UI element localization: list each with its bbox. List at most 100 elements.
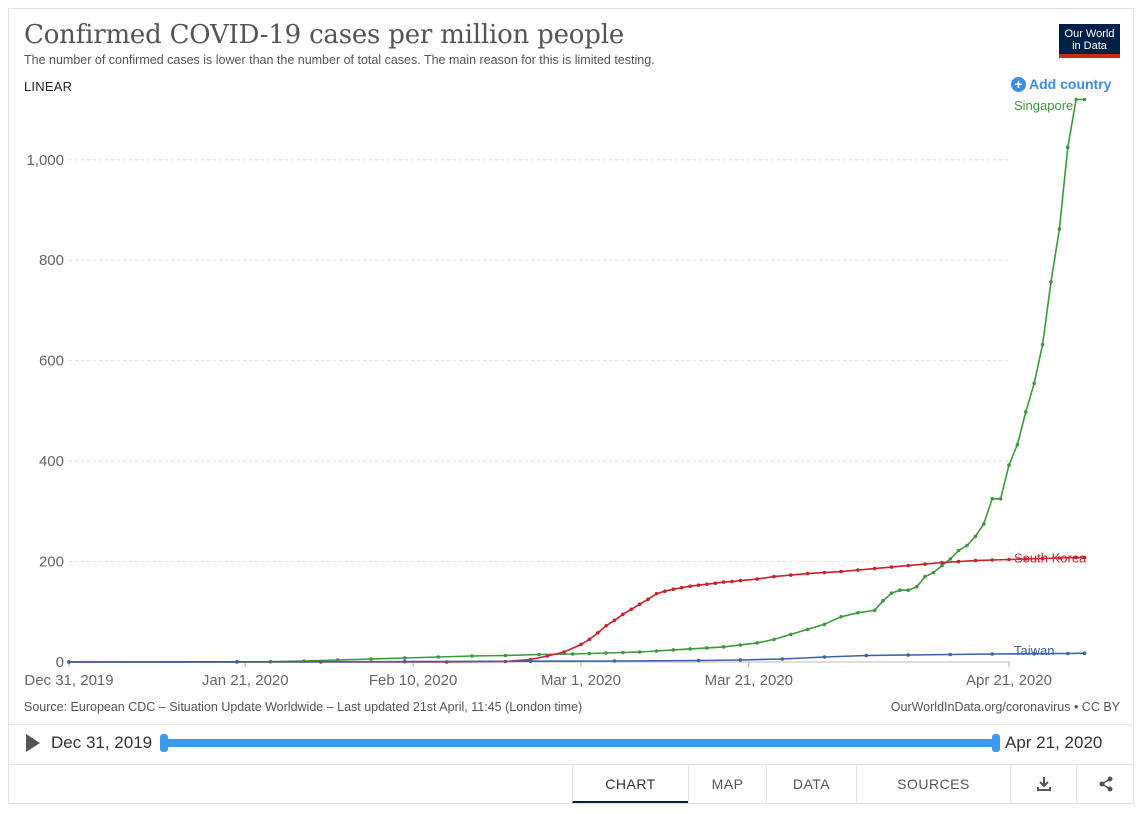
data-point — [671, 648, 676, 652]
data-point — [721, 580, 726, 584]
data-point — [705, 582, 709, 586]
series-label: South Korea — [1014, 551, 1087, 566]
tab-data[interactable]: DATA — [766, 765, 856, 803]
data-point — [948, 652, 953, 657]
y-tick-label: 400 — [39, 453, 64, 470]
data-point — [688, 647, 692, 651]
data-point — [738, 658, 743, 662]
plus-circle-icon: + — [1011, 76, 1026, 92]
data-point — [998, 497, 1003, 501]
owid-logo[interactable]: Our World in Data — [1059, 24, 1120, 58]
data-point — [596, 631, 600, 635]
logo-line-2: in Data — [1072, 40, 1107, 52]
data-point — [856, 568, 860, 572]
data-point — [235, 660, 239, 664]
data-point — [990, 652, 994, 656]
data-point — [1066, 651, 1070, 656]
data-point — [822, 655, 827, 659]
data-point — [1082, 97, 1087, 102]
data-point — [705, 646, 709, 650]
timeline-track[interactable] — [163, 739, 997, 747]
data-point — [772, 574, 776, 579]
y-tick-label: 600 — [39, 353, 64, 370]
data-point — [1040, 342, 1045, 347]
data-point — [604, 624, 608, 628]
tab-sources[interactable]: SOURCES — [856, 765, 1010, 803]
data-point — [822, 622, 827, 627]
timeline-start-label: Dec 31, 2019 — [51, 733, 153, 752]
share-icon — [1099, 776, 1112, 792]
data-point — [856, 611, 860, 615]
data-point — [789, 632, 793, 637]
source-note: Source: European CDC – Situation Update … — [24, 700, 583, 714]
data-point — [923, 574, 927, 579]
data-point — [621, 612, 625, 617]
data-point — [402, 659, 407, 664]
data-point — [1024, 557, 1028, 561]
data-point — [562, 650, 566, 654]
data-point — [470, 654, 474, 658]
data-point — [982, 522, 986, 526]
share-button[interactable] — [1076, 765, 1134, 803]
data-point — [822, 570, 827, 575]
y-tick-label: 800 — [39, 252, 64, 269]
data-point — [713, 581, 718, 585]
data-point — [1049, 280, 1053, 284]
data-point — [1057, 227, 1062, 231]
y-tick-label: 200 — [39, 554, 64, 571]
download-button[interactable] — [1010, 765, 1076, 803]
tab-chart[interactable]: CHART — [572, 765, 688, 803]
x-tick-label: Apr 21, 2020 — [966, 672, 1052, 689]
data-point — [696, 658, 701, 663]
add-country-button[interactable]: + Add country — [1011, 76, 1111, 92]
data-point — [789, 573, 793, 577]
data-point — [956, 559, 961, 564]
data-point — [872, 566, 877, 571]
data-point — [503, 653, 508, 658]
tab-map[interactable]: MAP — [688, 765, 766, 803]
data-point — [889, 591, 894, 595]
x-tick-label: Feb 10, 2020 — [369, 672, 457, 689]
x-tick-label: Mar 1, 2020 — [541, 672, 621, 689]
data-point — [1082, 651, 1087, 655]
data-point — [780, 657, 785, 661]
data-point — [587, 651, 592, 656]
data-point — [864, 653, 869, 658]
timeline-start-handle[interactable] — [160, 734, 168, 752]
chart-card — [8, 8, 1134, 804]
data-point — [1066, 145, 1070, 149]
data-point — [772, 637, 776, 642]
data-point — [679, 585, 684, 590]
y-tick-label: 0 — [56, 654, 64, 671]
data-point — [1032, 381, 1036, 386]
timeline-end-label: Apr 21, 2020 — [1005, 733, 1103, 752]
data-point — [839, 569, 843, 574]
data-point — [738, 578, 743, 583]
data-point — [436, 655, 441, 659]
data-point — [629, 607, 634, 612]
data-point — [923, 562, 927, 566]
series-line — [69, 98, 1085, 663]
data-point — [545, 654, 550, 658]
data-point — [906, 653, 911, 657]
data-point — [898, 588, 902, 592]
data-point — [570, 652, 575, 656]
series-label: Singapore — [1014, 98, 1073, 113]
data-point — [1040, 556, 1045, 561]
data-point — [948, 557, 953, 561]
data-point — [646, 597, 650, 601]
scale-toggle[interactable]: LINEAR — [24, 79, 73, 94]
data-point — [889, 565, 894, 569]
credit-link[interactable]: OurWorldInData.org/coronavirus • CC BY — [890, 700, 1120, 714]
data-point — [1024, 410, 1028, 414]
data-point — [973, 558, 978, 563]
data-point — [914, 584, 919, 589]
data-point — [805, 571, 810, 576]
series-line — [68, 652, 1085, 663]
tab-bar — [8, 764, 1134, 804]
x-tick-label: Dec 31, 2019 — [24, 672, 113, 689]
data-point — [1015, 442, 1020, 447]
data-point — [1074, 555, 1078, 560]
timeline-end-handle[interactable] — [992, 734, 1000, 752]
play-icon[interactable] — [26, 734, 40, 752]
